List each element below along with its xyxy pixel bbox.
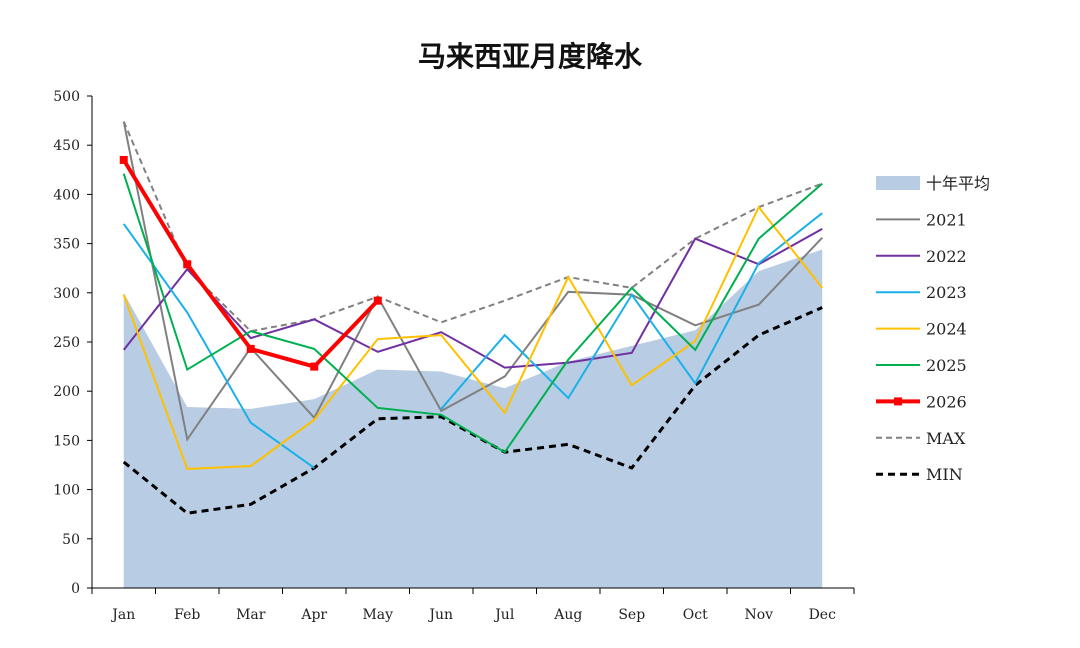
y-tick-label: 0 xyxy=(71,581,80,597)
x-tick-label-mar: Mar xyxy=(236,607,266,623)
legend-label-ten-year-average: 十年平均 xyxy=(926,174,990,193)
x-tick-label-jan: Jan xyxy=(110,607,135,623)
chart-title: 马来西亚月度降水 xyxy=(418,40,643,73)
series-line-2026 xyxy=(122,158,380,369)
y-tick-label: 400 xyxy=(53,187,80,203)
legend-label-min: MIN xyxy=(926,465,963,484)
legend-label-2022: 2022 xyxy=(926,247,967,266)
ten-year-average-area-layer xyxy=(123,249,823,588)
legend-swatch-ten-year-average xyxy=(876,176,920,190)
series-line-2021 xyxy=(122,121,823,442)
x-tick-label-may: May xyxy=(362,607,393,623)
y-tick-label: 350 xyxy=(53,237,80,253)
y-tick-label: 100 xyxy=(53,483,80,499)
series-point-2026 xyxy=(310,362,319,371)
y-tick-label: 150 xyxy=(53,433,80,449)
x-tick-label-oct: Oct xyxy=(683,607,708,623)
ten-year-average-area xyxy=(123,249,823,588)
legend-label-max: MAX xyxy=(926,429,966,448)
legend-marker-2026 xyxy=(894,397,902,406)
legend-label-2021: 2021 xyxy=(926,210,967,229)
series-point-2026 xyxy=(373,296,382,305)
series-line-2023 xyxy=(122,223,315,469)
legend: 十年平均 2021 2022 2023 2024 2025 2026 MAX MIN xyxy=(876,174,990,484)
series-line-2023 xyxy=(440,212,823,410)
x-tick-label-apr: Apr xyxy=(300,607,327,623)
legend-label-2025: 2025 xyxy=(926,356,967,375)
x-tick-label-feb: Feb xyxy=(174,607,200,623)
series-line-2024 xyxy=(122,205,824,470)
y-tick-label: 200 xyxy=(53,384,80,400)
legend-label-2023: 2023 xyxy=(926,283,967,302)
y-tick-label: 450 xyxy=(53,138,80,154)
y-tick-label: 250 xyxy=(53,335,80,351)
y-tick-label: 50 xyxy=(62,532,80,548)
y-tick-label: 500 xyxy=(53,89,80,105)
series-lines xyxy=(119,121,824,515)
x-tick-label-jul: Jul xyxy=(493,607,515,623)
series-line-2022 xyxy=(122,227,823,369)
series-point-2026 xyxy=(119,155,128,164)
x-tick-label-nov: Nov xyxy=(744,607,773,623)
axes: 0 50 100 150 200 250 300 350 400 450 500 Jan Feb Mar A… xyxy=(53,89,855,623)
series-point-2026 xyxy=(246,344,255,353)
x-tick-label-dec: Dec xyxy=(809,607,837,623)
legend-label-2026: 2026 xyxy=(926,392,967,411)
x-tick-label-jun: Jun xyxy=(427,607,453,623)
series-line-max xyxy=(122,121,823,333)
x-tick-label-aug: Aug xyxy=(553,607,582,623)
y-tick-label: 300 xyxy=(53,286,80,302)
x-tick-label-sep: Sep xyxy=(618,607,645,623)
legend-label-2024: 2024 xyxy=(926,320,967,339)
series-point-2026 xyxy=(183,260,192,269)
